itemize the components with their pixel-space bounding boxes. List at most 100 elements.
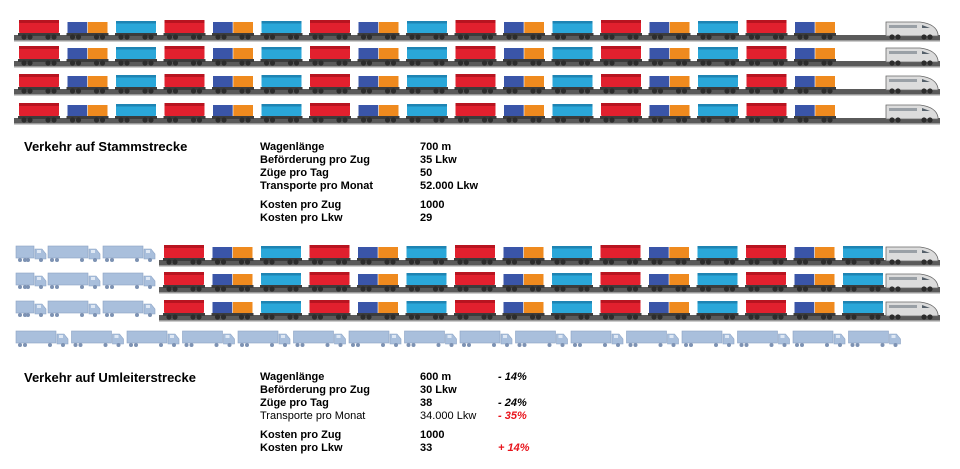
stat-row: Wagenlänge 700 m <box>260 141 498 154</box>
freight-wagon <box>18 46 60 66</box>
freight-wagon <box>260 301 302 320</box>
freight-wagon <box>648 105 691 123</box>
stat-change <box>498 384 530 397</box>
freight-wagon <box>745 245 787 265</box>
freight-wagon <box>794 105 836 123</box>
stat-value: 1000 <box>420 429 445 441</box>
stat-row: Züge pro Tag 38 - 24% <box>260 397 530 410</box>
truck-icon <box>626 330 679 347</box>
freight-wagon <box>745 46 788 66</box>
freight-wagon <box>454 300 496 320</box>
freight-wagon <box>551 301 593 320</box>
freight-wagon <box>600 46 642 66</box>
freight-wagon <box>842 301 884 320</box>
freight-wagon <box>793 274 836 292</box>
freight-wagon <box>794 48 836 66</box>
freight-wagon <box>600 74 642 94</box>
freight-wagon <box>793 302 836 320</box>
freight-wagon <box>745 20 788 40</box>
stat-change <box>498 429 530 442</box>
stat-row: Wagenlänge 600 m - 14% <box>260 371 530 384</box>
truck-icon <box>681 330 735 347</box>
truck-icon <box>126 330 180 347</box>
freight-wagon <box>793 247 836 265</box>
freight-wagon <box>260 273 302 292</box>
stat-value: 600 m <box>420 371 452 383</box>
freight-wagon <box>551 75 594 94</box>
stat-value: 30 Lkw <box>420 384 457 396</box>
stat-row: Kosten pro Lkw 29 <box>260 212 498 225</box>
stat-row: Transporte pro Monat 34.000 Lkw - 35% <box>260 410 530 423</box>
stat-label: Kosten pro Zug <box>260 429 342 441</box>
freight-wagon <box>503 48 545 66</box>
truck-icon <box>15 245 47 262</box>
freight-wagon <box>405 273 448 292</box>
freight-wagon <box>648 302 690 320</box>
freight-wagon <box>211 274 254 292</box>
freight-wagon <box>648 48 691 66</box>
freight-wagon <box>163 46 206 66</box>
truck-icon <box>102 272 156 289</box>
locomotive-icon <box>885 104 939 123</box>
freight-wagon <box>406 104 448 123</box>
truck-icon <box>71 330 124 347</box>
freight-wagon <box>696 273 739 292</box>
stat-value: 700 m <box>420 141 452 153</box>
freight-wagon <box>502 274 545 292</box>
freight-wagon <box>551 246 593 265</box>
freight-wagon <box>260 75 303 94</box>
stat-value: 29 <box>420 212 433 224</box>
freight-wagon <box>163 74 206 94</box>
stat-change: - 24% <box>498 397 527 409</box>
freight-wagon <box>502 247 545 265</box>
stat-label: Transporte pro Monat <box>260 180 374 192</box>
freight-wagon <box>648 247 690 265</box>
stat-value: 33 <box>420 442 433 454</box>
freight-wagon <box>163 20 206 40</box>
freight-wagon <box>794 22 836 40</box>
stat-label: Kosten pro Lkw <box>260 442 343 454</box>
freight-wagon <box>309 46 351 66</box>
freight-wagon <box>745 74 788 94</box>
freight-wagon <box>406 21 448 40</box>
locomotive-icon <box>885 301 939 320</box>
freight-wagon <box>696 301 739 320</box>
locomotive-icon <box>885 75 939 94</box>
freight-wagon <box>454 46 497 66</box>
freight-wagon <box>212 76 254 94</box>
freight-wagon <box>842 273 884 292</box>
freight-wagon <box>260 104 303 123</box>
freight-wagon <box>18 103 60 123</box>
stat-value: 50 <box>420 167 433 179</box>
freight-wagon <box>600 103 642 123</box>
stat-change: + 14% <box>498 442 530 454</box>
freight-wagon <box>163 245 205 265</box>
stat-row: Beförderung pro Zug 30 Lkw <box>260 384 530 397</box>
freight-wagon <box>551 47 594 66</box>
freight-wagon <box>745 272 787 292</box>
freight-wagon <box>309 103 351 123</box>
freight-wagon <box>211 247 254 265</box>
freight-wagon <box>309 20 351 40</box>
stat-label: Transporte pro Monat <box>260 410 366 422</box>
freight-wagon <box>357 247 399 265</box>
truck-icon <box>404 330 457 347</box>
freight-wagon <box>163 272 205 292</box>
freight-wagon <box>18 20 60 40</box>
rail-track <box>14 118 940 123</box>
freight-wagon <box>406 75 448 94</box>
rail-track <box>159 287 940 292</box>
freight-wagon <box>745 300 787 320</box>
freight-wagon <box>599 300 642 320</box>
stat-row: Kosten pro Lkw 33 + 14% <box>260 442 530 455</box>
freight-wagon <box>115 21 157 40</box>
freight-wagon <box>794 76 836 94</box>
stat-row: Kosten pro Zug 1000 <box>260 199 498 212</box>
main-route-stats: Wagenlänge 700 m Beförderung pro Zug 35 … <box>260 141 498 225</box>
freight-wagon <box>454 245 496 265</box>
stat-row: Beförderung pro Zug 35 Lkw <box>260 154 498 167</box>
freight-wagon <box>406 47 448 66</box>
truck-icon <box>47 272 101 289</box>
freight-wagon <box>599 272 642 292</box>
